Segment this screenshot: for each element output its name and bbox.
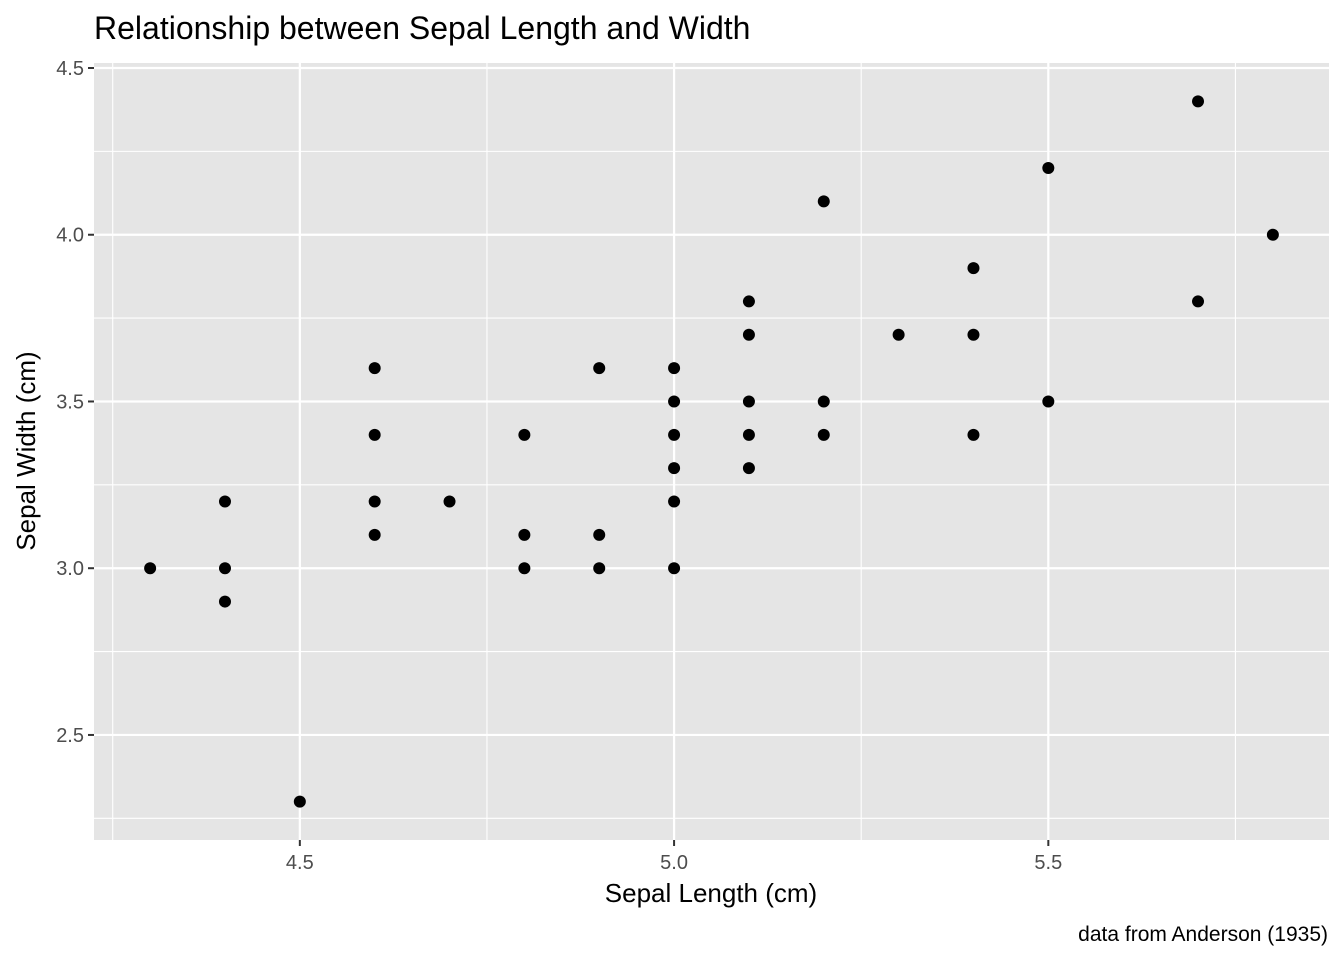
y-tick-label: 4.5 (56, 58, 84, 80)
data-point (668, 395, 681, 408)
data-point (742, 395, 755, 408)
data-point (218, 495, 231, 508)
data-point (668, 562, 681, 575)
data-point (593, 362, 606, 375)
chart-caption: data from Anderson (1935) (1078, 923, 1328, 946)
y-axis: 2.5 3.0 3.5 4.0 4.5 (56, 58, 94, 747)
data-point (817, 428, 830, 441)
data-point (518, 562, 531, 575)
x-tick-label: 5.5 (1034, 852, 1062, 874)
plot-panel (94, 63, 1329, 840)
data-point (817, 395, 830, 408)
data-point (593, 562, 606, 575)
data-point (518, 428, 531, 441)
data-point (668, 462, 681, 475)
x-axis-title: Sepal Length (cm) (605, 878, 817, 908)
data-point (668, 362, 681, 375)
data-point (742, 428, 755, 441)
data-point (218, 595, 231, 608)
x-axis: 4.5 5.0 5.5 (286, 840, 1062, 874)
data-point (967, 262, 980, 275)
data-point (742, 295, 755, 308)
data-point (742, 328, 755, 341)
data-point (368, 362, 381, 375)
x-tick-label: 4.5 (286, 852, 314, 874)
major-gridlines (94, 63, 1329, 840)
x-tick-label: 5.0 (660, 852, 688, 874)
y-tick-label: 4.0 (56, 225, 84, 247)
data-point (967, 328, 980, 341)
data-point (668, 428, 681, 441)
y-tick-label: 3.0 (56, 558, 84, 580)
data-point (1042, 162, 1055, 175)
data-point (742, 462, 755, 475)
data-point (518, 528, 531, 541)
data-point (892, 328, 905, 341)
data-point (668, 495, 681, 508)
data-point (368, 528, 381, 541)
data-point (817, 195, 830, 208)
data-point (368, 428, 381, 441)
data-point (443, 495, 456, 508)
data-points (144, 95, 1279, 808)
data-point (1042, 395, 1055, 408)
y-tick-label: 2.5 (56, 725, 84, 747)
data-point (1266, 228, 1279, 241)
y-tick-label: 3.5 (56, 391, 84, 413)
chart-title: Relationship between Sepal Length and Wi… (94, 10, 750, 46)
data-point (368, 495, 381, 508)
data-point (967, 428, 980, 441)
data-point (593, 528, 606, 541)
data-point (1192, 295, 1205, 308)
y-axis-title: Sepal Width (cm) (11, 351, 41, 550)
data-point (144, 562, 157, 575)
data-point (293, 795, 306, 808)
data-point (218, 562, 231, 575)
data-point (1192, 95, 1205, 108)
